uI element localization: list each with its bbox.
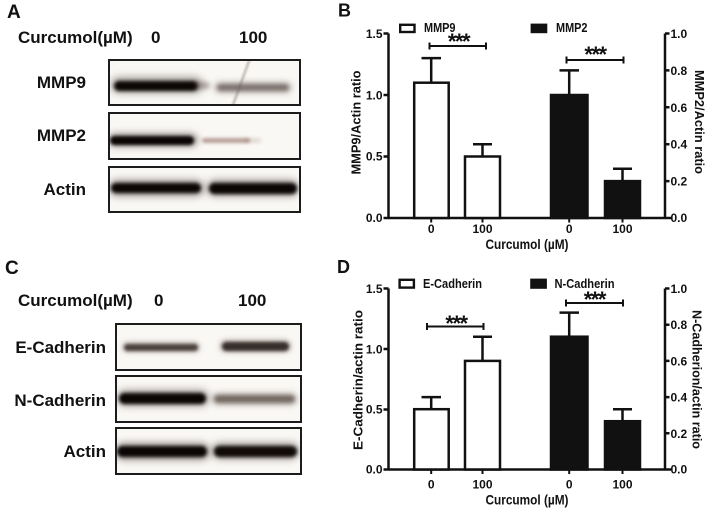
svg-text:1.5: 1.5 — [366, 27, 383, 41]
svg-text:0.2: 0.2 — [671, 175, 688, 189]
svg-text:MMP9: MMP9 — [424, 20, 456, 35]
svg-text:***: *** — [448, 29, 471, 54]
svg-text:0.5: 0.5 — [366, 403, 383, 417]
svg-text:0: 0 — [566, 222, 573, 236]
svg-text:***: *** — [445, 311, 468, 336]
svg-text:D: D — [337, 257, 350, 277]
svg-text:0.0: 0.0 — [366, 463, 383, 477]
svg-text:E-Cadherin: E-Cadherin — [423, 276, 482, 291]
svg-text:***: *** — [584, 42, 607, 67]
svg-text:0.4: 0.4 — [671, 391, 688, 405]
svg-text:100: 100 — [612, 478, 632, 492]
svg-text:0.2: 0.2 — [671, 427, 688, 441]
svg-text:0: 0 — [428, 478, 435, 492]
svg-text:Curcumol (µM): Curcumol (µM) — [486, 492, 569, 508]
svg-text:1.0: 1.0 — [671, 282, 688, 296]
svg-text:100: 100 — [612, 222, 632, 236]
svg-text:MMP2/Actin ratio: MMP2/Actin ratio — [692, 70, 707, 174]
svg-text:0: 0 — [566, 478, 573, 492]
svg-text:0.8: 0.8 — [671, 318, 688, 332]
svg-text:1.0: 1.0 — [366, 343, 383, 357]
svg-text:1.0: 1.0 — [671, 27, 688, 41]
svg-text:1.5: 1.5 — [366, 282, 383, 296]
svg-text:N-Cadherin: N-Cadherin — [555, 276, 615, 291]
svg-text:0: 0 — [428, 222, 435, 236]
svg-text:N-Cadherion/actin ratio: N-Cadherion/actin ratio — [690, 310, 704, 449]
svg-text:0.5: 0.5 — [366, 150, 383, 164]
svg-text:MMP9/Actin ratio: MMP9/Actin ratio — [349, 70, 364, 174]
svg-text:0.6: 0.6 — [671, 101, 688, 115]
svg-text:100: 100 — [472, 478, 492, 492]
svg-text:0.0: 0.0 — [671, 211, 688, 225]
svg-text:1.0: 1.0 — [366, 89, 383, 103]
svg-text:0.6: 0.6 — [671, 354, 688, 368]
svg-text:0.0: 0.0 — [366, 211, 383, 225]
svg-text:E-Cadherin/actin ratio: E-Cadherin/actin ratio — [351, 310, 366, 450]
svg-text:0.4: 0.4 — [671, 138, 688, 152]
svg-text:***: *** — [584, 287, 607, 312]
svg-text:0.0: 0.0 — [671, 463, 688, 477]
svg-text:100: 100 — [472, 222, 492, 236]
svg-text:B: B — [338, 1, 351, 21]
svg-text:0.8: 0.8 — [671, 64, 688, 78]
svg-text:Curcumol (µM): Curcumol (µM) — [486, 236, 569, 252]
svg-text:MMP2: MMP2 — [556, 20, 588, 35]
